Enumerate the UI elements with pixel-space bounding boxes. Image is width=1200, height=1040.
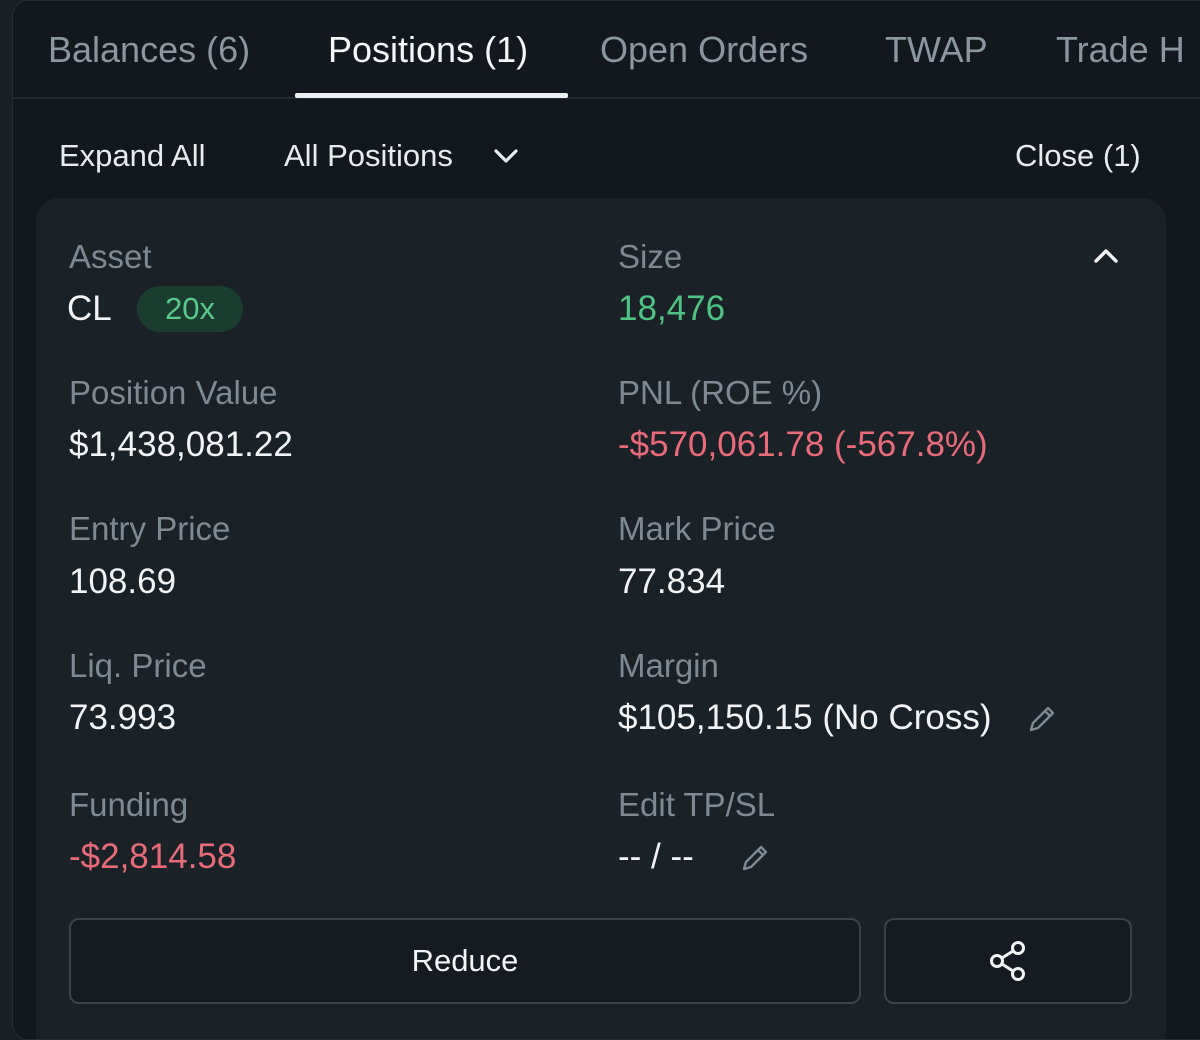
margin-label: Margin bbox=[618, 647, 719, 684]
tpsl-value: -- / -- bbox=[618, 837, 694, 876]
funding-value: -$2,814.58 bbox=[69, 837, 237, 876]
pnl-label: PNL (ROE %) bbox=[618, 374, 823, 411]
tab-bar: Balances (6) Positions (1) Open Orders T… bbox=[13, 1, 1200, 99]
liq-price-value: 73.993 bbox=[69, 698, 177, 737]
edit-tpsl-pencil-icon[interactable] bbox=[738, 841, 772, 875]
mark-price-label: Mark Price bbox=[618, 510, 776, 547]
chevron-up-icon[interactable] bbox=[1091, 241, 1121, 271]
expand-all-button[interactable]: Expand All bbox=[59, 138, 206, 173]
chevron-down-icon bbox=[494, 149, 518, 163]
positions-filter-label: All Positions bbox=[284, 138, 453, 173]
positions-panel: Balances (6) Positions (1) Open Orders T… bbox=[12, 0, 1200, 1040]
position-value-label: Position Value bbox=[69, 374, 278, 411]
tab-open-orders[interactable]: Open Orders bbox=[600, 29, 809, 70]
asset-label: Asset bbox=[69, 238, 152, 275]
tab-trade-history[interactable]: Trade H bbox=[1056, 29, 1185, 70]
position-value: $1,438,081.22 bbox=[69, 425, 293, 464]
close-all-button[interactable]: Close (1) bbox=[1015, 138, 1141, 173]
tab-balances[interactable]: Balances (6) bbox=[48, 29, 251, 70]
entry-price-label: Entry Price bbox=[69, 510, 231, 547]
tab-positions[interactable]: Positions (1) bbox=[328, 29, 529, 70]
entry-price-value: 108.69 bbox=[69, 562, 177, 601]
tab-twap[interactable]: TWAP bbox=[885, 29, 988, 70]
funding-label: Funding bbox=[69, 786, 189, 823]
position-card bbox=[36, 198, 1166, 1039]
active-tab-indicator bbox=[295, 93, 568, 98]
leverage-badge: 20x bbox=[137, 286, 243, 332]
liq-price-label: Liq. Price bbox=[69, 647, 207, 684]
size-label: Size bbox=[618, 238, 683, 275]
margin-value: $105,150.15 (No Cross) bbox=[618, 698, 992, 737]
asset-value: CL bbox=[67, 289, 112, 328]
reduce-button[interactable]: Reduce bbox=[69, 918, 861, 1004]
pnl-value: -$570,061.78 (-567.8%) bbox=[618, 425, 988, 464]
size-value: 18,476 bbox=[618, 289, 726, 328]
share-icon bbox=[990, 941, 1025, 981]
mark-price-value: 77.834 bbox=[618, 562, 726, 601]
tpsl-label: Edit TP/SL bbox=[618, 786, 776, 823]
share-button[interactable] bbox=[884, 918, 1132, 1004]
edit-margin-pencil-icon[interactable] bbox=[1025, 702, 1059, 736]
